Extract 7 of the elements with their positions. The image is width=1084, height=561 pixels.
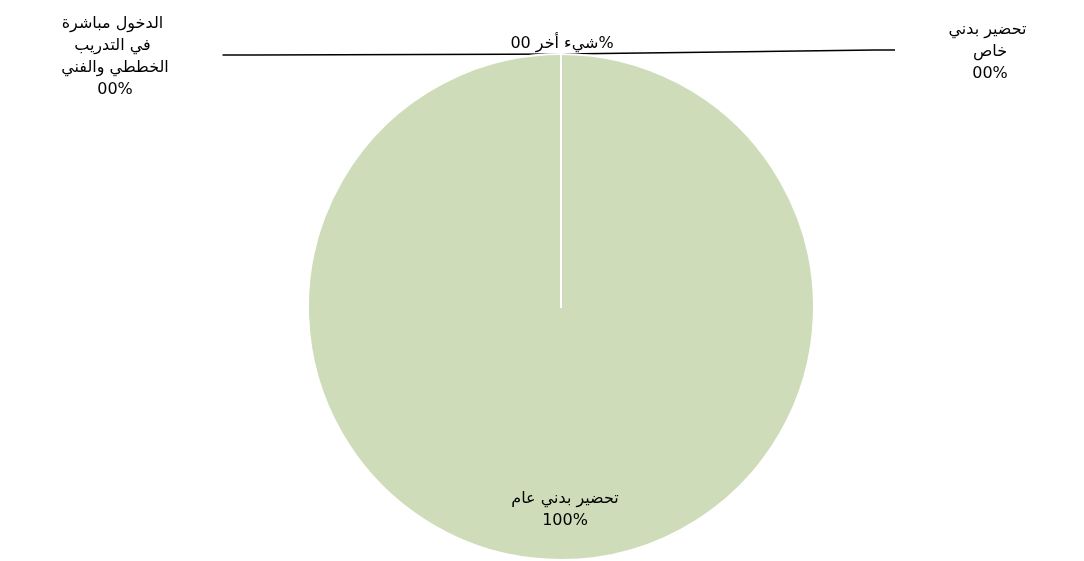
data-label: 100%	[542, 509, 588, 529]
category-label: تحضير بدني خاص	[948, 18, 1027, 60]
slice-label: تحضير بدني عام	[511, 487, 619, 508]
category-label: شيء أخر 00%	[510, 32, 614, 52]
text: 00%	[972, 62, 1008, 82]
text: 00%	[97, 78, 133, 98]
category-label: الدخول مباشرة في التدريب الخططي والفني	[61, 12, 169, 76]
